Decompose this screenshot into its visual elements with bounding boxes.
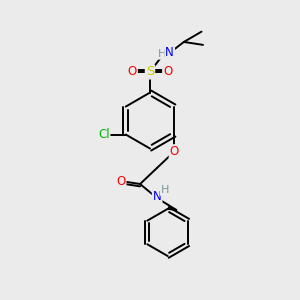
Text: S: S (146, 65, 154, 79)
Text: O: O (163, 65, 172, 79)
Text: Cl: Cl (98, 128, 109, 141)
Text: O: O (116, 175, 126, 188)
Text: O: O (128, 65, 137, 79)
Text: O: O (169, 145, 179, 158)
Text: H: H (158, 49, 166, 59)
Text: N: N (165, 46, 174, 59)
Text: N: N (153, 190, 161, 203)
Text: H: H (160, 185, 169, 195)
